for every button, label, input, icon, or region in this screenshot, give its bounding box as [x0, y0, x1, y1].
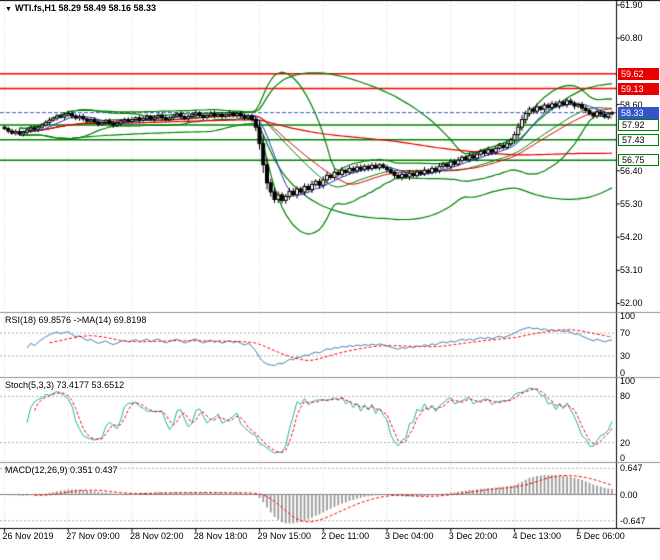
price-axis-label: 56.40 [620, 165, 643, 176]
price-axis-label: 55.30 [620, 198, 643, 209]
macd-axis-label: -0.647 [620, 515, 646, 526]
time-axis-label: 3 Dec 20:00 [448, 531, 498, 541]
stoch-axis-label: 20 [620, 437, 631, 448]
resistance-price-badge: 59.13 [618, 82, 659, 95]
support-price-badge: 57.43 [618, 133, 659, 146]
rsi-axis-label: 0 [620, 368, 626, 378]
rsi-axis-label: 100 [620, 311, 636, 321]
price-axis-label: 58.60 [620, 99, 643, 110]
rsi-axis-label: 30 [620, 350, 631, 361]
stoch-axis-label: 0 [620, 453, 626, 463]
chart-title: ▼ WTI.fs,H1 58.29 58.49 58.16 58.33 [5, 3, 156, 13]
time-axis-label: 3 Dec 04:00 [385, 531, 434, 541]
symbol-dropdown-icon[interactable]: ▼ [5, 6, 12, 13]
stoch-axis-label: 80 [620, 391, 631, 402]
macd-indicator-label[interactable]: MACD(12,26,9) 0.351 0.437 [5, 465, 118, 475]
current-price-badge: 58.33 [618, 106, 659, 119]
price-axis-label: 54.20 [620, 232, 643, 243]
price-axis-label: 52.00 [620, 298, 643, 309]
time-axis-label: 5 Dec 06:00 [576, 531, 625, 541]
time-axis-label: 2 Dec 11:00 [321, 531, 370, 541]
rsi-indicator-label[interactable]: RSI(18) 69.8576 ->MA(14) 69.8198 [5, 315, 147, 325]
macd-axis-label: 0.00 [620, 489, 638, 500]
stoch-indicator-label[interactable]: Stoch(5,3,3) 73.4177 53.6512 [5, 380, 125, 390]
stoch-axis-label: 100 [620, 376, 636, 386]
support-price-badge: 57.92 [618, 119, 659, 131]
time-axis-label: 4 Dec 13:00 [512, 531, 562, 541]
symbol-label: WTI.fs,H1 [14, 3, 56, 13]
macd-axis-label: 0.647 [620, 463, 643, 474]
price-axis-label: 61.90 [620, 0, 643, 10]
time-axis-label: 27 Nov 09:00 [66, 531, 120, 541]
price-axis-label: 53.10 [620, 265, 643, 276]
resistance-price-badge: 59.62 [618, 67, 659, 80]
rsi-axis-label: 70 [620, 328, 631, 339]
support-price-badge: 56.75 [618, 154, 659, 167]
time-axis-label: 29 Nov 15:00 [257, 531, 312, 541]
ohlc-readout: 58.29 58.49 58.16 58.33 [58, 3, 157, 13]
time-axis-label: 28 Nov 02:00 [130, 531, 184, 541]
time-axis-label: 26 Nov 2019 [2, 531, 54, 541]
time-axis-label: 28 Nov 18:00 [193, 531, 248, 541]
price-axis-label: 60.80 [620, 33, 643, 44]
